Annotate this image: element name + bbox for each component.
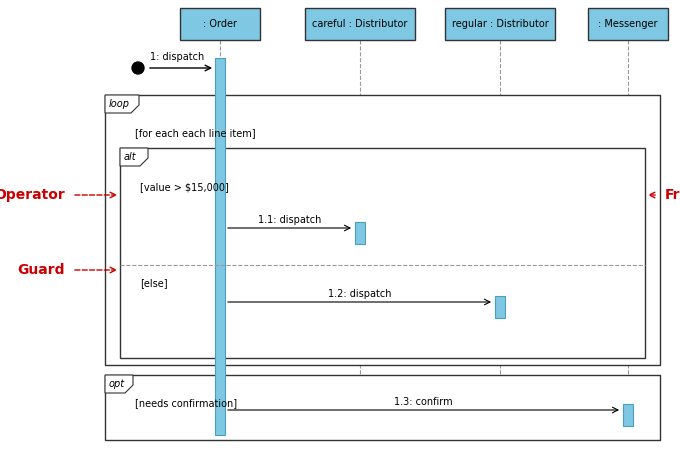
Bar [495, 296, 505, 318]
Bar [105, 375, 660, 440]
Text: 1.2: dispatch: 1.2: dispatch [328, 289, 391, 299]
Text: opt: opt [109, 379, 125, 389]
Text: careful : Distributor: careful : Distributor [312, 19, 408, 29]
Polygon shape [105, 375, 133, 393]
Text: [for each each line item]: [for each each line item] [135, 128, 256, 138]
Bar [588, 8, 668, 40]
Text: 1: dispatch: 1: dispatch [150, 52, 204, 62]
Text: Operator: Operator [0, 188, 65, 202]
Bar [215, 58, 225, 435]
Text: Guard: Guard [18, 263, 65, 277]
Bar [305, 8, 415, 40]
Text: [needs confirmation]: [needs confirmation] [135, 398, 237, 408]
Bar [105, 95, 660, 365]
Polygon shape [105, 95, 139, 113]
Polygon shape [120, 148, 148, 166]
Text: [else]: [else] [140, 278, 168, 288]
Text: loop: loop [109, 99, 130, 109]
Text: : Order: : Order [203, 19, 237, 29]
Text: regular : Distributor: regular : Distributor [452, 19, 548, 29]
Text: [value > $15,000]: [value > $15,000] [140, 182, 229, 192]
Bar [180, 8, 260, 40]
Bar [355, 222, 365, 244]
Text: 1.1: dispatch: 1.1: dispatch [258, 215, 321, 225]
Bar [623, 404, 633, 426]
Text: alt: alt [124, 152, 137, 162]
Bar [445, 8, 555, 40]
Bar [120, 148, 645, 358]
Text: 1.3: confirm: 1.3: confirm [394, 397, 453, 407]
Text: Frame: Frame [665, 188, 680, 202]
Text: : Messenger: : Messenger [598, 19, 658, 29]
Circle shape [132, 62, 144, 74]
